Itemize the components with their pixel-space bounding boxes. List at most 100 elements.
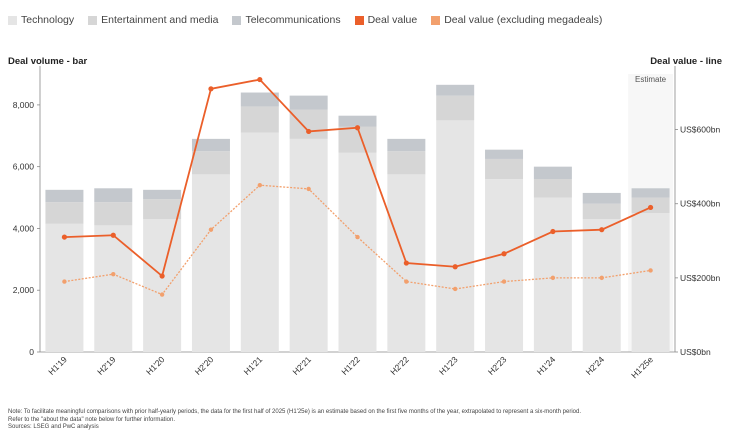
bar-telecommunications <box>387 138 426 152</box>
bar-technology <box>582 219 621 352</box>
point-deal-value-excl <box>599 275 604 281</box>
note-line: Sources: LSEG and PwC analysis <box>8 424 99 431</box>
bar-telecommunications <box>191 138 230 152</box>
point-deal-value-excl <box>159 292 165 297</box>
point-deal-value-excl <box>306 186 311 192</box>
point-deal-value-excl <box>550 275 556 281</box>
point-deal-value-excl <box>111 271 116 277</box>
x-tick-label: H1'19 <box>46 354 69 377</box>
legend-swatch <box>431 15 441 25</box>
point-deal-value <box>403 260 409 266</box>
estimate-label: Estimate <box>635 75 667 84</box>
bar-technology <box>143 219 182 352</box>
point-deal-value <box>501 251 507 257</box>
bar-technology <box>45 223 84 352</box>
bar-entertainment-and-media <box>387 151 426 175</box>
note-line: Note: To facilitate meaningful compariso… <box>8 409 581 415</box>
legend-swatch <box>354 15 364 25</box>
bar-technology <box>485 179 524 352</box>
x-tick-label: H2'23 <box>486 354 509 377</box>
point-deal-value-excl <box>648 268 653 273</box>
chart-notes: Note: To facilitate meaningful compariso… <box>8 409 724 432</box>
point-deal-value-excl <box>62 279 67 284</box>
x-tick-label: H1'22 <box>339 354 362 377</box>
point-deal-value-excl <box>501 279 507 284</box>
x-tick-label: H2'19 <box>95 354 118 377</box>
x-tick-label: H1'25e <box>629 354 655 380</box>
point-deal-value <box>257 76 263 83</box>
bar-entertainment-and-media <box>143 199 182 220</box>
bar-telecommunications <box>533 166 572 180</box>
legend-label: Telecommunications <box>245 14 341 26</box>
bar-technology <box>436 120 475 352</box>
bar-telecommunications <box>338 115 377 127</box>
bar-technology <box>240 132 279 352</box>
point-deal-value <box>306 128 312 135</box>
right-axis-title: Deal value - line <box>650 56 722 67</box>
x-tick-label: H1'24 <box>535 354 558 377</box>
point-deal-value-excl <box>355 234 360 240</box>
x-tick-label: H1'20 <box>144 354 167 377</box>
point-deal-value <box>159 273 165 279</box>
bar-entertainment-and-media <box>240 106 279 133</box>
note-line: Refer to the "about the data" note below… <box>8 416 176 423</box>
legend-item-telecommunications: Telecommunications <box>232 14 341 26</box>
bar-telecommunications <box>94 188 133 203</box>
bar-technology <box>338 152 377 352</box>
legend-label: Entertainment and media <box>101 14 219 26</box>
bar-entertainment-and-media <box>582 203 621 220</box>
x-tick-label: H2'20 <box>193 354 216 377</box>
x-tick-label: H2'22 <box>388 354 411 377</box>
point-deal-value-excl <box>257 183 263 188</box>
bar-entertainment-and-media <box>485 158 524 180</box>
legend-item-deal-value: Deal value <box>354 14 418 26</box>
legend-item-technology: Technology <box>8 14 74 26</box>
bar-technology <box>289 138 328 352</box>
bar-telecommunications <box>582 192 621 204</box>
legend-swatch <box>88 15 98 25</box>
point-deal-value <box>208 86 214 92</box>
left-tick-label: 4,000 <box>13 223 35 233</box>
legend-swatch <box>232 15 242 25</box>
point-deal-value <box>452 264 458 270</box>
left-axis-title: Deal volume - bar <box>8 56 88 67</box>
bar-telecommunications <box>240 92 279 107</box>
point-deal-value <box>647 204 654 211</box>
bar-entertainment-and-media <box>94 202 133 226</box>
x-tick-label: H1'23 <box>437 354 460 377</box>
x-tick-label: H1'21 <box>242 354 265 377</box>
bar-technology <box>191 174 230 352</box>
right-tick-label: US$600bn <box>680 125 720 135</box>
bar-entertainment-and-media <box>45 202 84 224</box>
bar-telecommunications <box>143 189 182 200</box>
right-tick-label: US$0bn <box>680 347 711 357</box>
bar-entertainment-and-media <box>338 126 377 153</box>
bar-technology <box>631 213 670 352</box>
x-tick-label: H2'24 <box>584 354 607 377</box>
point-deal-value-excl <box>452 286 458 292</box>
right-tick-label: US$400bn <box>680 199 720 209</box>
bar-entertainment-and-media <box>533 179 572 198</box>
point-deal-value-excl <box>208 227 214 232</box>
point-deal-value <box>110 232 116 238</box>
bar-technology <box>94 225 133 352</box>
legend-label: Deal value <box>367 14 418 26</box>
left-tick-label: 6,000 <box>13 162 35 172</box>
bar-telecommunications <box>485 149 524 159</box>
legend-item-deal-value-excl-megadeals: Deal value (excluding megadeals) <box>431 14 602 26</box>
right-tick-label: US$200bn <box>680 273 720 283</box>
point-deal-value <box>599 227 605 233</box>
left-tick-label: 8,000 <box>13 100 35 110</box>
bar-telecommunications <box>45 189 84 203</box>
x-tick-label: H2'21 <box>290 354 313 377</box>
legend-swatch <box>8 15 17 25</box>
legend-item-entertainment-media: Entertainment and media <box>88 14 218 26</box>
point-deal-value <box>354 125 361 131</box>
legend-label: Technology <box>21 14 75 26</box>
bar-telecommunications <box>631 188 670 198</box>
bar-entertainment-and-media <box>436 95 475 121</box>
point-deal-value <box>550 228 556 235</box>
point-deal-value <box>61 234 68 240</box>
left-tick-label: 2,000 <box>13 285 35 295</box>
